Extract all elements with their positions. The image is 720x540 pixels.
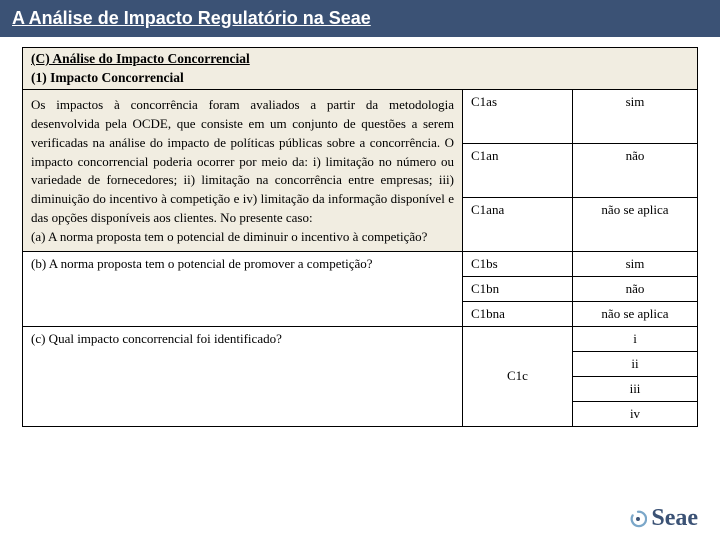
code-c1bn: C1bn xyxy=(463,276,573,301)
answer-c1as: sim xyxy=(573,90,698,144)
page-header: A Análise de Impacto Regulatório na Seae xyxy=(0,0,720,37)
analysis-table: (C) Análise do Impacto Concorrencial (1)… xyxy=(22,47,698,427)
code-c1as: C1as xyxy=(463,90,573,144)
logo-text: Seae xyxy=(651,505,698,532)
question-b-text: (b) A norma proposta tem o potencial de … xyxy=(23,251,463,326)
content-area: (C) Análise do Impacto Concorrencial (1)… xyxy=(0,37,720,427)
answer-c-i: i xyxy=(573,326,698,351)
code-c1ana: C1ana xyxy=(463,197,573,251)
question-c-text: (c) Qual impacto concorrencial foi ident… xyxy=(23,326,463,426)
code-c1bs: C1bs xyxy=(463,251,573,276)
answer-c-iv: iv xyxy=(573,401,698,426)
question-a-text: (a) A norma proposta tem o potencial de … xyxy=(31,229,427,244)
answer-c-ii: ii xyxy=(573,351,698,376)
answer-c1an: não xyxy=(573,143,698,197)
code-c1c: C1c xyxy=(463,326,573,426)
section-subhead: (1) Impacto Concorrencial xyxy=(23,70,697,89)
answer-c-iii: iii xyxy=(573,376,698,401)
section-body: Os impactos à concorrência foram avaliad… xyxy=(31,97,454,225)
answer-c1bn: não xyxy=(573,276,698,301)
answer-c1bs: sim xyxy=(573,251,698,276)
code-c1an: C1an xyxy=(463,143,573,197)
seae-logo: Seae xyxy=(629,505,698,532)
code-c1bna: C1bna xyxy=(463,301,573,326)
answer-c1ana: não se aplica xyxy=(573,197,698,251)
answer-c1bna: não se aplica xyxy=(573,301,698,326)
swirl-icon xyxy=(629,510,647,528)
section-headline: (C) Análise do Impacto Concorrencial xyxy=(23,48,697,70)
